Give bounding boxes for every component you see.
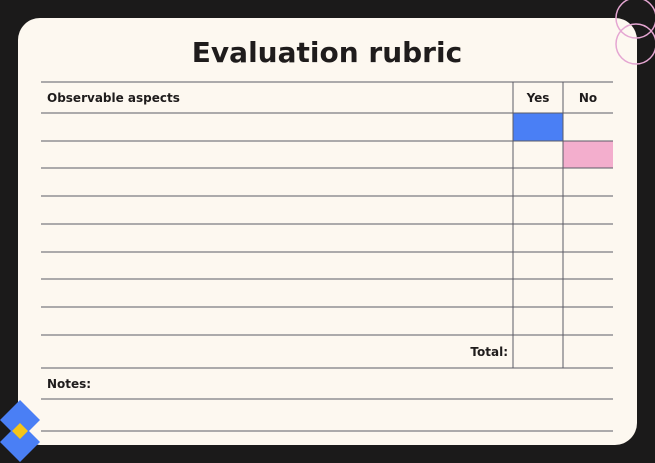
decor-circle <box>615 0 655 39</box>
title: Evaluation rubric <box>192 36 462 69</box>
card <box>18 18 637 445</box>
column-header: Yes <box>526 91 550 105</box>
column-header: Observable aspects <box>47 91 180 105</box>
decor-circle <box>615 23 655 65</box>
column-header: No <box>579 91 597 105</box>
decor-diamond <box>12 423 28 439</box>
notes-label: Notes: <box>47 377 91 391</box>
table-grid <box>41 81 613 432</box>
decor-diamond <box>0 400 40 440</box>
highlight-cell <box>513 113 563 141</box>
decor-diamond <box>0 422 40 462</box>
total-label: Total: <box>470 345 508 359</box>
highlight-cell <box>563 141 613 168</box>
